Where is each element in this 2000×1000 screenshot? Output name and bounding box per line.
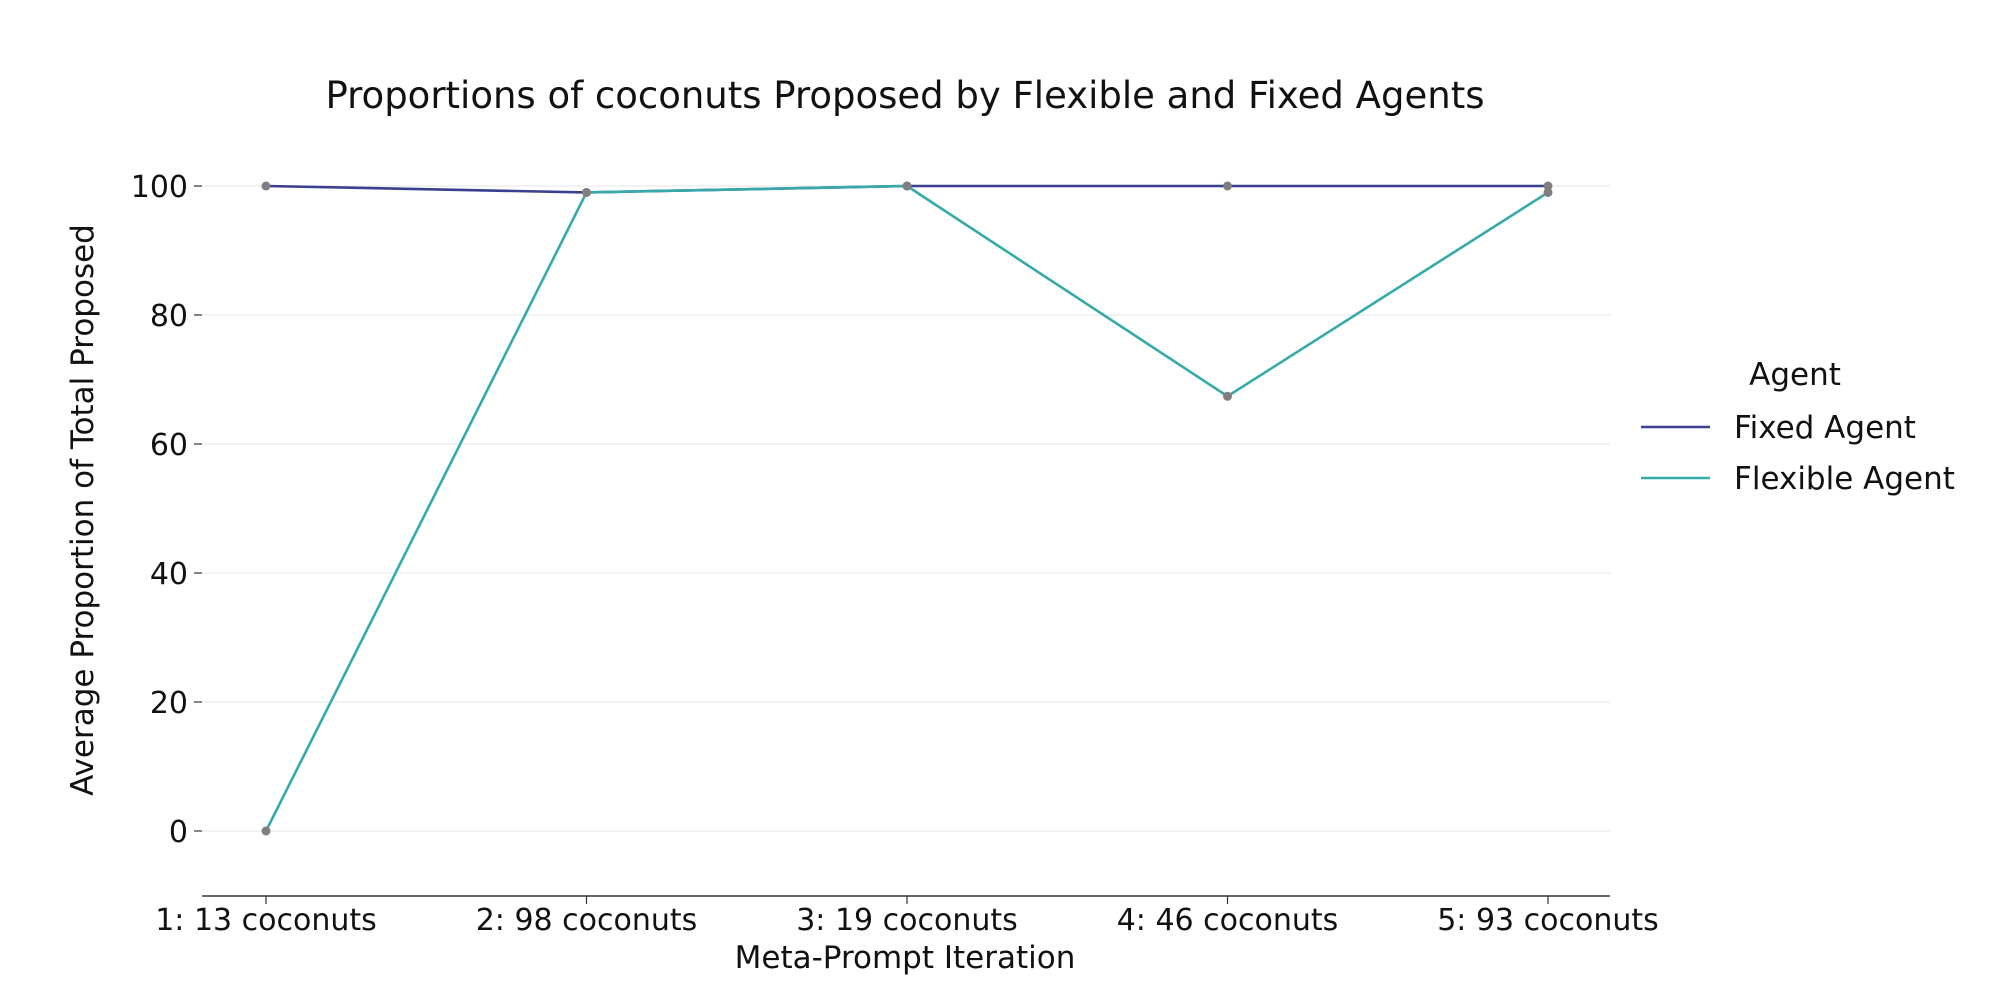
data-points — [261, 181, 1553, 836]
chart-title: Proportions of coconuts Proposed by Flex… — [326, 74, 1485, 117]
y-tick-label: 40 — [150, 557, 188, 592]
legend-title: Agent — [1749, 357, 1841, 393]
data-point-fixed-agent — [1223, 181, 1232, 191]
legend-label-fixed-agent: Fixed Agent — [1734, 410, 1916, 446]
y-tick-label: 20 — [150, 686, 188, 721]
x-tick-label: 3: 19 coconuts — [796, 903, 1018, 938]
data-point-flexible-agent — [1223, 391, 1232, 401]
y-tick-label: 100 — [131, 170, 188, 205]
legend: Agent Fixed Agent Flexible Agent — [1641, 357, 1955, 497]
y-axis: 0 20 40 60 80 100 — [131, 170, 202, 850]
y-tick-label: 80 — [150, 299, 188, 334]
data-point-flexible-agent — [582, 187, 591, 197]
data-point-fixed-agent — [1543, 181, 1553, 191]
data-point-flexible-agent — [261, 826, 271, 836]
x-tick-label: 5: 93 coconuts — [1437, 903, 1659, 938]
x-axis: 1: 13 coconuts 2: 98 coconuts 3: 19 coconu… — [155, 895, 1659, 938]
data-point-flexible-agent — [902, 181, 912, 191]
series-lines — [264, 184, 1549, 832]
legend-label-flexible-agent: Flexible Agent — [1734, 461, 1955, 497]
data-point-fixed-agent — [261, 181, 271, 191]
x-axis-label: Meta-Prompt Iteration — [735, 940, 1076, 976]
grid-lines — [202, 185, 1610, 832]
x-tick-label: 4: 46 coconuts — [1117, 903, 1339, 938]
data-point-flexible-agent — [1543, 187, 1553, 197]
x-tick-label: 2: 98 coconuts — [476, 903, 698, 938]
series-line-flexible-agent — [264, 184, 1549, 832]
y-tick-label: 60 — [150, 428, 188, 463]
x-tick-label: 1: 13 coconuts — [155, 903, 377, 938]
y-tick-label: 0 — [169, 815, 188, 850]
y-axis-label: Average Proportion of Total Proposed — [65, 224, 101, 796]
